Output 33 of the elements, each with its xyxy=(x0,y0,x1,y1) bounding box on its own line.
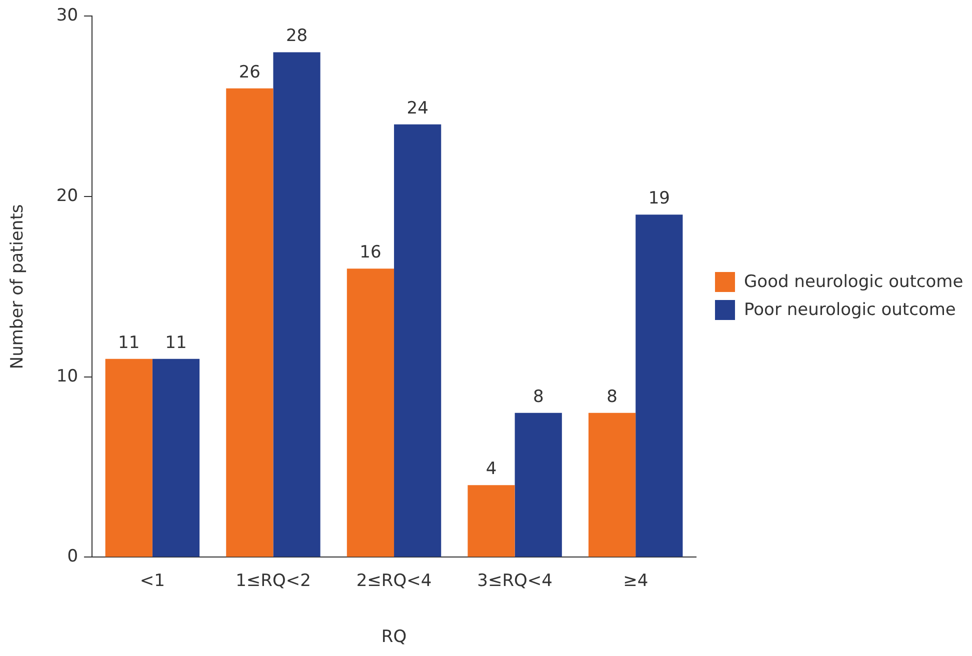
bar xyxy=(273,52,320,557)
data-label: 8 xyxy=(606,386,618,407)
y-tick-label: 10 xyxy=(56,366,78,386)
data-label: 16 xyxy=(360,242,382,263)
y-tick-label: 30 xyxy=(56,6,78,26)
data-label: 24 xyxy=(406,98,428,118)
y-axis-title: Number of patients xyxy=(8,204,28,370)
y-tick-label: 20 xyxy=(56,186,78,206)
legend-label: Poor neurologic outcome xyxy=(744,300,956,320)
y-tick-label: 0 xyxy=(67,546,78,567)
data-label: 8 xyxy=(532,386,544,407)
data-label: 11 xyxy=(118,332,140,353)
data-label: 4 xyxy=(486,458,497,479)
bar xyxy=(105,358,152,557)
bar xyxy=(346,268,394,557)
data-label: 19 xyxy=(648,188,670,208)
bar xyxy=(226,88,274,557)
x-axis-title: RQ xyxy=(381,627,407,648)
bar xyxy=(394,124,442,557)
data-label: 26 xyxy=(238,62,260,82)
data-label: 28 xyxy=(286,26,308,46)
x-tick-label: 3≤RQ<4 xyxy=(477,570,552,591)
data-label: 11 xyxy=(165,332,187,353)
bar xyxy=(468,485,515,557)
bar xyxy=(588,412,636,557)
bar xyxy=(152,358,200,557)
legend-label: Good neurologic outcome xyxy=(744,272,964,292)
bar xyxy=(636,214,683,557)
x-tick-label: 1≤RQ<2 xyxy=(236,570,311,591)
x-tick-label: <1 xyxy=(140,570,165,591)
x-tick-label: ≥4 xyxy=(623,570,648,591)
bar xyxy=(514,412,562,557)
x-tick-label: 2≤RQ<4 xyxy=(356,570,432,591)
